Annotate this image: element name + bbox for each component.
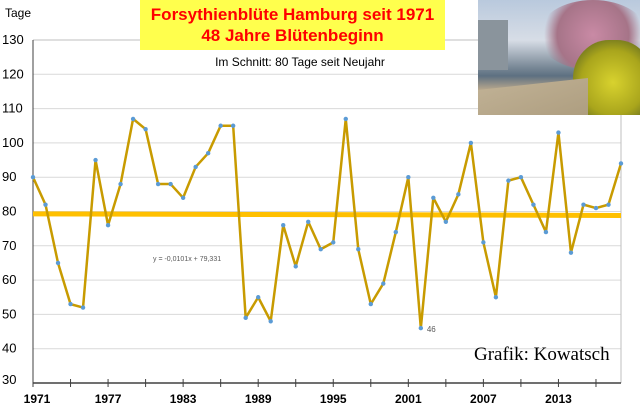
data-point-2011 bbox=[531, 202, 536, 207]
data-point-1989 bbox=[255, 295, 261, 300]
data-point-1974 bbox=[68, 301, 73, 307]
x-tick-label: 1971 bbox=[24, 392, 51, 406]
data-point-1983 bbox=[180, 195, 186, 200]
data-point-1973 bbox=[55, 260, 61, 266]
data-point-2010 bbox=[518, 175, 524, 180]
data-label: 46 bbox=[427, 325, 436, 334]
y-tick-label: 130 bbox=[2, 32, 24, 47]
data-point-1987 bbox=[230, 123, 236, 128]
data-point-2013 bbox=[556, 130, 561, 135]
y-tick-label: 60 bbox=[2, 272, 16, 287]
data-point-2008 bbox=[493, 295, 499, 300]
data-point-2018 bbox=[618, 161, 624, 166]
data-point-1999 bbox=[381, 281, 386, 286]
data-point-1971 bbox=[30, 175, 36, 180]
data-point-2006 bbox=[468, 140, 474, 146]
data-point-1990 bbox=[268, 319, 273, 324]
forsythia-photo bbox=[478, 0, 640, 115]
data-point-2005 bbox=[456, 192, 461, 197]
data-point-2016 bbox=[593, 205, 599, 211]
chart-title-box: Forsythienblüte Hamburg seit 1971 48 Jah… bbox=[140, 0, 445, 50]
credit-text: Grafik: Kowatsch bbox=[474, 344, 610, 365]
x-tick-label: 1989 bbox=[245, 392, 272, 406]
y-axis-label: Tage bbox=[5, 6, 32, 20]
data-point-1998 bbox=[368, 301, 373, 307]
y-tick-label: 120 bbox=[2, 66, 24, 81]
series-line bbox=[31, 117, 623, 330]
data-point-1981 bbox=[155, 181, 161, 187]
y-tick-label: 90 bbox=[2, 169, 16, 184]
data-point-1991 bbox=[281, 223, 286, 228]
data-point-2003 bbox=[431, 195, 436, 200]
data-point-1996 bbox=[343, 116, 348, 122]
x-tick-label: 2001 bbox=[395, 392, 422, 406]
y-tick-label: 30 bbox=[2, 372, 16, 387]
data-point-1976 bbox=[93, 157, 98, 163]
data-point-2000 bbox=[393, 229, 399, 235]
y-tick-label: 100 bbox=[2, 135, 24, 150]
y-tick-label: 110 bbox=[2, 101, 23, 116]
photo-building bbox=[478, 20, 508, 70]
x-tick-label: 1977 bbox=[95, 392, 122, 406]
data-point-1986 bbox=[218, 123, 223, 128]
data-point-1988 bbox=[243, 315, 248, 321]
chart-subtitle: 48 Jahre Blütenbeginn bbox=[201, 26, 384, 45]
data-point-1992 bbox=[293, 264, 298, 269]
y-tick-label: 80 bbox=[2, 204, 16, 219]
data-point-2009 bbox=[506, 178, 511, 183]
data-point-1972 bbox=[43, 202, 48, 207]
data-point-2001 bbox=[406, 175, 411, 180]
data-point-1977 bbox=[105, 223, 111, 228]
x-tick-label: 2013 bbox=[545, 392, 572, 406]
trendline bbox=[32, 211, 622, 218]
data-point-2017 bbox=[606, 202, 611, 207]
data-point-1995 bbox=[331, 240, 336, 245]
data-point-1984 bbox=[193, 164, 198, 170]
data-point-1980 bbox=[143, 126, 148, 132]
x-tick-label: 1983 bbox=[170, 392, 197, 406]
trendline-equation: y = -0,0101x + 79,331 bbox=[153, 256, 221, 263]
data-point-1982 bbox=[168, 181, 173, 187]
data-point-1994 bbox=[318, 247, 323, 252]
data-point-1975 bbox=[80, 305, 86, 310]
average-annotation: Im Schnitt: 80 Tage seit Neujahr bbox=[215, 55, 385, 69]
x-tick-label: 1995 bbox=[320, 392, 347, 406]
x-tick-label: 2007 bbox=[470, 392, 497, 406]
data-point-2012 bbox=[543, 229, 549, 235]
y-tick-label: 40 bbox=[2, 341, 16, 356]
data-point-2002 bbox=[418, 325, 424, 331]
data-point-2015 bbox=[581, 202, 586, 207]
data-point-1978 bbox=[118, 181, 123, 187]
chart-title: Forsythienblüte Hamburg seit 1971 bbox=[150, 5, 435, 24]
y-tick-label: 50 bbox=[2, 306, 16, 321]
data-point-2004 bbox=[443, 219, 449, 224]
data-point-2007 bbox=[481, 240, 486, 245]
data-point-1997 bbox=[356, 247, 361, 252]
data-point-1985 bbox=[205, 150, 211, 156]
data-point-1993 bbox=[306, 219, 311, 224]
data-point-2014 bbox=[568, 250, 574, 255]
data-point-1979 bbox=[130, 116, 136, 122]
photo-path bbox=[478, 78, 588, 115]
y-tick-label: 70 bbox=[2, 238, 16, 253]
